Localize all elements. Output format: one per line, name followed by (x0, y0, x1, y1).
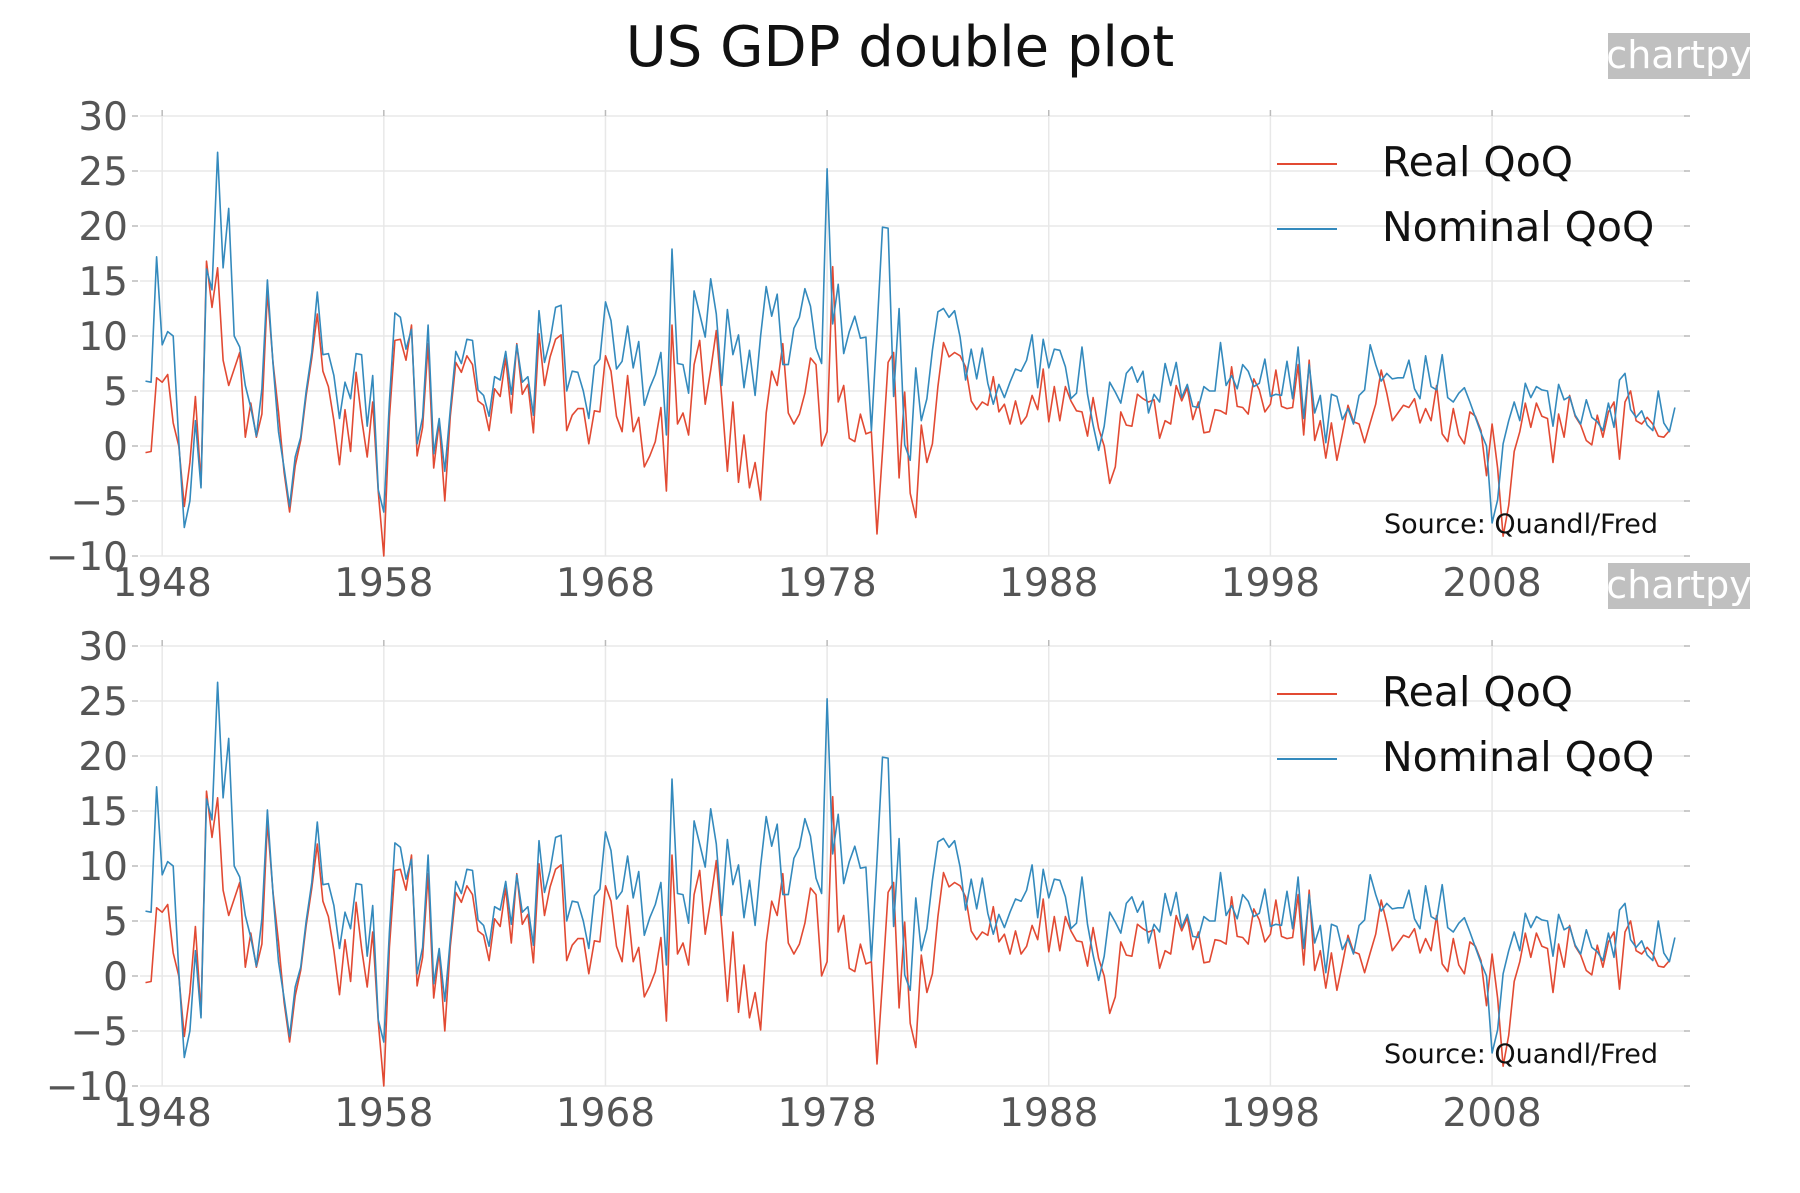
y-tick-label: 0 (103, 425, 128, 470)
legend: Real QoQ Nominal QoQ (1277, 668, 1654, 781)
y-tick-label: 30 (78, 95, 128, 140)
y-tick-label: −5 (71, 1010, 129, 1055)
x-tick-label: 1998 (1221, 1091, 1320, 1136)
source-note: Source: Quandl/Fred (1384, 509, 1658, 540)
y-tick-label: 25 (78, 680, 128, 725)
series-line-real (145, 260, 1671, 557)
y-tick-label: 20 (78, 735, 128, 780)
watermark-box (1608, 33, 1750, 79)
x-tick-label: 1988 (999, 1091, 1098, 1136)
y-tick-label: 5 (103, 900, 128, 945)
chart-title: US GDP double plot (626, 15, 1174, 80)
y-tick-label: −10 (46, 535, 128, 580)
legend-label-nominal: Nominal QoQ (1382, 733, 1654, 781)
watermark: chartpy (1606, 563, 1751, 607)
legend-label-nominal: Nominal QoQ (1382, 203, 1654, 251)
y-tick-label: 5 (103, 370, 128, 415)
series-line-real (145, 790, 1671, 1087)
x-tick-label: 1948 (113, 1091, 212, 1136)
x-tick-label: 1998 (1221, 561, 1320, 606)
y-tick-label: 20 (78, 205, 128, 250)
x-tick-label: 1968 (556, 1091, 655, 1136)
x-tick-label: 2008 (1442, 1091, 1541, 1136)
legend-label-real: Real QoQ (1382, 138, 1573, 186)
x-tick-label: 1948 (113, 561, 212, 606)
x-tick-label: 1958 (334, 561, 433, 606)
series-line-nominal (145, 681, 1676, 1059)
x-tick-label: 1988 (999, 561, 1098, 606)
x-tick-label: 1978 (777, 1091, 876, 1136)
legend-label-real: Real QoQ (1382, 668, 1573, 716)
y-tick-label: 10 (78, 845, 128, 890)
y-tick-label: 10 (78, 315, 128, 360)
x-tick-label: 1958 (334, 1091, 433, 1136)
watermark-box (1608, 563, 1750, 609)
y-tick-label: 15 (78, 260, 128, 305)
y-tick-label: 30 (78, 625, 128, 670)
x-tick-label: 1968 (556, 561, 655, 606)
y-tick-label: 15 (78, 790, 128, 835)
series-line-nominal (145, 151, 1676, 529)
y-tick-label: 0 (103, 955, 128, 1000)
x-tick-label: 2008 (1442, 561, 1541, 606)
watermark: chartpy (1606, 33, 1751, 77)
y-tick-label: −5 (71, 480, 129, 525)
y-tick-label: 25 (78, 150, 128, 195)
y-tick-label: −10 (46, 1065, 128, 1110)
x-tick-label: 1978 (777, 561, 876, 606)
source-note: Source: Quandl/Fred (1384, 1039, 1658, 1070)
legend: Real QoQ Nominal QoQ (1277, 138, 1654, 251)
